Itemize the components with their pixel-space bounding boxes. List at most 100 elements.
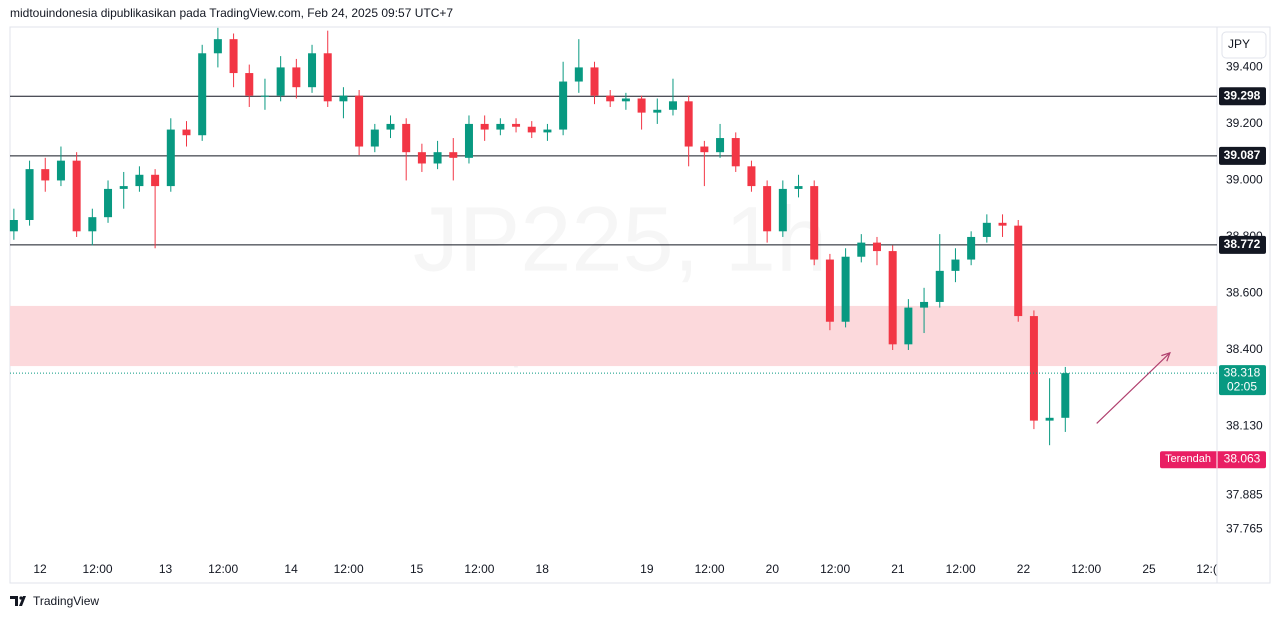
y-tick-label: 39.400: [1226, 60, 1263, 74]
candle-body: [920, 301, 929, 308]
candle-body: [668, 101, 677, 110]
candle-body: [339, 95, 348, 102]
candle-body: [480, 123, 489, 130]
candle-body: [292, 67, 301, 88]
x-tick-label: 12:00: [695, 562, 725, 576]
x-tick-label: 12:00: [1071, 562, 1101, 576]
last-price-box: [1219, 365, 1266, 396]
y-tick-label: 38.400: [1226, 342, 1263, 356]
candle-body: [402, 123, 411, 153]
candle-body: [104, 188, 113, 218]
candle-body: [323, 53, 332, 102]
candle-body: [1061, 373, 1070, 418]
x-tick-label: 14: [284, 562, 298, 576]
x-tick-label: 20: [766, 562, 780, 576]
candle-body: [700, 146, 709, 153]
x-tick-label: 21: [891, 562, 905, 576]
x-tick-label: 25: [1142, 562, 1156, 576]
candle-body: [88, 217, 97, 232]
low-marker-box: [1160, 451, 1266, 469]
footer-brand: TradingView: [33, 594, 99, 608]
x-tick-label: 12:00: [334, 562, 364, 576]
y-tick-label: 39.000: [1226, 173, 1263, 187]
candle-body: [810, 186, 819, 260]
header: midtouindonesia dipublikasikan pada Trad…: [10, 6, 453, 20]
candle-body: [590, 67, 599, 96]
x-tick-label: 18: [536, 562, 550, 576]
candle-body: [559, 81, 568, 130]
candle-body: [417, 152, 426, 164]
y-tick-label: 37.885: [1226, 488, 1263, 502]
candle-body: [276, 67, 285, 96]
candle-body: [260, 95, 269, 97]
x-tick-label: 12:(: [1196, 562, 1217, 576]
candle-body: [182, 129, 191, 136]
y-tick-label: 37.765: [1226, 522, 1263, 536]
candle-body: [166, 129, 175, 187]
candle-body: [904, 307, 913, 345]
candle-body: [778, 188, 787, 232]
level-label: 39.298: [1224, 88, 1261, 102]
candle-body: [574, 67, 583, 82]
candle-body: [449, 152, 458, 158]
candle-body: [967, 236, 976, 260]
candle-body: [56, 160, 65, 181]
level-label: 39.087: [1224, 148, 1261, 162]
countdown: 02:05: [1227, 379, 1257, 393]
candle-body: [41, 169, 50, 181]
x-tick-label: 12:00: [820, 562, 850, 576]
y-tick-label: 38.600: [1226, 286, 1263, 300]
candle-body: [935, 270, 944, 302]
candle-body: [825, 259, 834, 322]
candle-body: [464, 123, 473, 158]
candle-body: [543, 129, 552, 133]
candle-body: [888, 251, 897, 345]
candle-body: [135, 174, 144, 187]
level-label-box: [1219, 235, 1266, 254]
level-label-box: [1219, 87, 1266, 106]
candle-body: [951, 259, 960, 271]
candle-body: [25, 169, 34, 220]
candle-body: [794, 186, 803, 189]
x-tick-label: 12:00: [946, 562, 976, 576]
candle-body: [72, 160, 81, 232]
candle-body: [119, 186, 128, 189]
tv-logo: [10, 596, 26, 606]
candle-body: [1029, 316, 1038, 421]
x-tick-label: 19: [640, 562, 654, 576]
x-tick-label: 22: [1017, 562, 1031, 576]
candle-body: [370, 129, 379, 147]
x-tick-label: 15: [410, 562, 424, 576]
candle-body: [998, 222, 1007, 226]
x-tick-label: 12: [33, 562, 47, 576]
arrow-head: [1161, 351, 1171, 362]
candle-body: [433, 152, 442, 164]
candle-body: [198, 53, 207, 136]
candle-body: [355, 95, 364, 147]
candle-body: [872, 242, 881, 252]
candle-body: [496, 123, 505, 130]
candle-body: [637, 98, 646, 113]
low-marker-value: 38.063: [1224, 451, 1261, 465]
candle-body: [386, 123, 395, 130]
candle-body: [606, 95, 615, 102]
candle-body: [684, 101, 693, 147]
candles: [9, 27, 1070, 446]
low-marker-label: Terendah: [1165, 453, 1211, 465]
candle-body: [653, 109, 662, 113]
candle-body: [621, 98, 630, 102]
level-label: 38.772: [1224, 237, 1261, 251]
candle-body: [527, 126, 536, 133]
candle-body: [151, 174, 160, 187]
candle-body: [1045, 417, 1054, 421]
x-tick-label: 12:00: [208, 562, 238, 576]
currency-box: [1221, 31, 1267, 59]
watermark-symbol: JP225, 1h: [413, 188, 827, 290]
candle-body: [213, 39, 222, 54]
candle-body: [982, 222, 991, 237]
candle-body: [512, 123, 521, 127]
candle-body: [9, 219, 18, 232]
candle-body: [731, 138, 740, 167]
candle-body: [747, 166, 756, 187]
